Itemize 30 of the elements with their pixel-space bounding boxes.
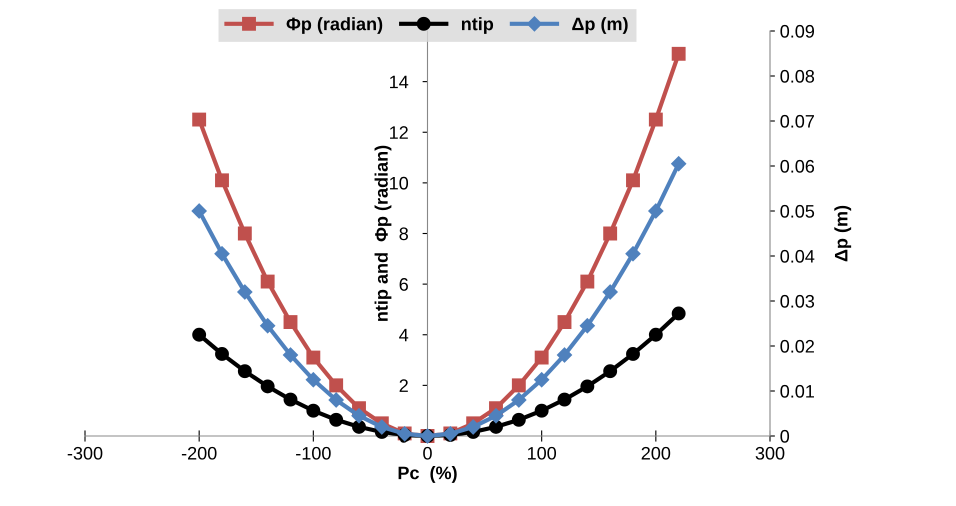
y2-axis-title: Δp (m) <box>834 206 852 262</box>
y2-tick-label: 0 <box>780 430 790 443</box>
y2-tick-label: 0.07 <box>780 114 814 128</box>
x-axis-title: Pc (%) <box>398 466 457 483</box>
y2-tick-label: 0.04 <box>780 250 814 263</box>
y-tick-label: 6 <box>400 278 408 291</box>
x-tick-label: 200 <box>642 446 670 460</box>
y2-tick-label: 0.02 <box>780 340 814 353</box>
y-tick-label: 8 <box>399 227 408 240</box>
x-tick-label: -300 <box>68 446 102 460</box>
y2-tick-label: 0.01 <box>780 384 814 398</box>
y2-tick-label: 0.09 <box>780 24 814 38</box>
y-tick-label: 4 <box>399 328 408 342</box>
legend-label: Δp (m) <box>572 17 628 34</box>
y2-tick-label: 0.08 <box>780 70 814 83</box>
legend-label: ntip <box>462 17 494 34</box>
y-tick-label: 10 <box>390 176 408 190</box>
y-axis-title: ntip and Φp (radian) <box>374 146 392 321</box>
y2-tick-label: 0.05 <box>780 204 814 218</box>
x-tick-label: -100 <box>296 446 331 460</box>
x-tick-label: -200 <box>182 446 217 460</box>
y-tick-label: 12 <box>390 126 408 139</box>
y2-tick-label: 0.03 <box>780 294 814 308</box>
x-tick-label: 0 <box>423 446 432 460</box>
y-tick-label: 2 <box>400 379 408 392</box>
legend-label: Φp (radian) <box>286 17 382 34</box>
y2-tick-label: 0.06 <box>780 160 814 173</box>
y-tick-label: 14 <box>390 76 408 88</box>
x-tick-label: 100 <box>528 446 556 460</box>
x-tick-label: 300 <box>756 446 784 460</box>
